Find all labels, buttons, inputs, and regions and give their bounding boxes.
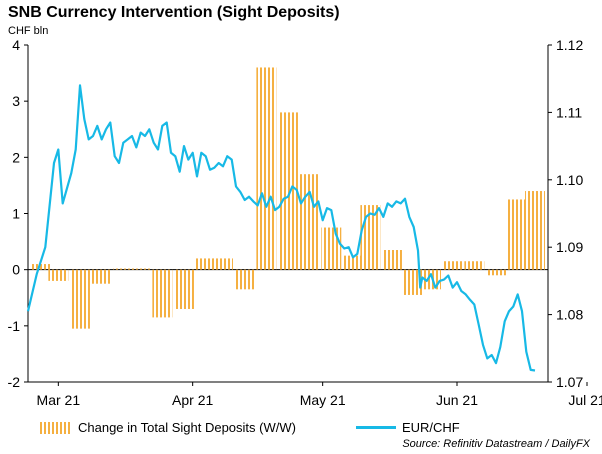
right-axis-tick-label: 1.12 bbox=[556, 37, 583, 53]
x-axis-tick-label: Apr 21 bbox=[172, 392, 213, 408]
legend-label-sight-deposits: Change in Total Sight Deposits (W/W) bbox=[78, 420, 296, 435]
sight-deposits-bar bbox=[174, 269, 194, 309]
sight-deposits-bar bbox=[48, 269, 69, 281]
sight-deposits-bar bbox=[152, 269, 173, 318]
sight-deposits-bar bbox=[278, 112, 298, 270]
sight-deposits-bar bbox=[321, 227, 342, 270]
legend-swatch-bars bbox=[40, 421, 72, 434]
left-axis-tick-label: 3 bbox=[12, 93, 20, 109]
sight-deposits-bar bbox=[442, 261, 463, 270]
sight-deposits-bar bbox=[130, 268, 151, 270]
sight-deposits-bar bbox=[213, 258, 233, 270]
sight-deposits-bar bbox=[525, 191, 545, 270]
legend-label-eurchf: EUR/CHF bbox=[401, 420, 460, 435]
sight-deposits-bar bbox=[486, 269, 506, 276]
left-axis-tick-label: 1 bbox=[12, 206, 20, 222]
sight-deposits-bar bbox=[343, 255, 363, 270]
chart-canvas: -2 -1 0 1 2 3 4 1.07 1.08 1.09 1.10 1.11 1.12 Mar 21 A… bbox=[8, 37, 602, 408]
left-axis-tick-label: 0 bbox=[12, 262, 20, 278]
sight-deposits-bar bbox=[299, 174, 320, 270]
chart-legend: Change in Total Sight Deposits (W/W) EUR… bbox=[40, 420, 520, 435]
sight-deposits-bar bbox=[113, 268, 134, 270]
x-axis-tick-label: Jun 21 bbox=[436, 392, 478, 408]
legend-item-eurchf: EUR/CHF bbox=[355, 420, 460, 435]
chart-title: SNB Currency Intervention (Sight Deposit… bbox=[8, 4, 340, 21]
source-note: Source: Refinitiv Datastream / DailyFX bbox=[402, 438, 590, 450]
right-axis-tick-label: 1.11 bbox=[556, 104, 582, 120]
sight-deposits-bar bbox=[464, 261, 485, 270]
x-axis-tick-label: Jul 21 bbox=[568, 392, 602, 408]
eurchf-line bbox=[26, 84, 536, 372]
sight-deposits-bar bbox=[91, 269, 112, 284]
sight-deposits-bar bbox=[195, 258, 216, 270]
sight-deposits-bar bbox=[507, 199, 528, 270]
left-axis-tick-label: 4 bbox=[12, 37, 20, 53]
sight-deposits-bar bbox=[31, 264, 51, 270]
right-axis-tick-label: 1.07 bbox=[556, 374, 583, 390]
sight-deposits-bar bbox=[70, 269, 90, 329]
right-axis-tick-label: 1.08 bbox=[556, 307, 583, 323]
left-axis-tick-label: -1 bbox=[8, 318, 21, 334]
left-axis-tick-label: 2 bbox=[12, 149, 20, 165]
legend-item-sight-deposits: Change in Total Sight Deposits (W/W) bbox=[40, 420, 296, 435]
sight-deposits-bar bbox=[421, 269, 441, 290]
x-axis-tick-label: Mar 21 bbox=[37, 392, 81, 408]
x-axis-tick-label: May 21 bbox=[300, 392, 346, 408]
legend-swatch-line bbox=[355, 426, 396, 429]
right-axis-tick-label: 1.09 bbox=[556, 239, 583, 255]
chart-subtitle-unit: CHF bln bbox=[8, 25, 49, 37]
right-axis-tick-label: 1.10 bbox=[556, 172, 583, 188]
sight-deposits-bar bbox=[256, 67, 277, 270]
left-axis-tick-label: -2 bbox=[8, 374, 21, 390]
sight-deposits-bar bbox=[382, 250, 402, 270]
sight-deposits-bar bbox=[234, 269, 255, 290]
